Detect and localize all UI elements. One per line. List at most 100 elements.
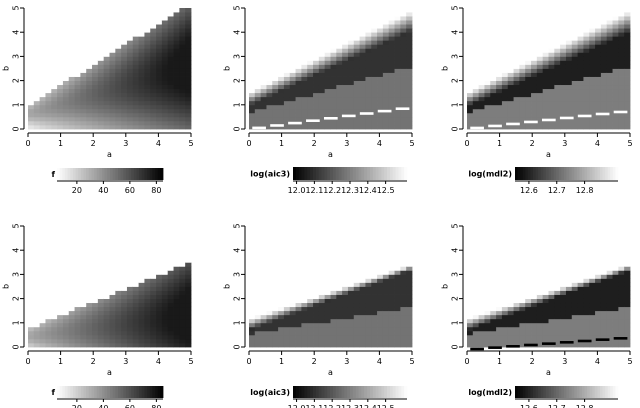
heatmap-cell <box>490 68 497 73</box>
heatmap-cell <box>301 8 308 13</box>
heatmap-cell <box>173 326 180 332</box>
heatmap-cell <box>371 92 378 98</box>
heatmap-cell <box>400 60 407 65</box>
heatmap-cell <box>161 270 169 275</box>
heatmap-cell <box>382 234 390 239</box>
heatmap-cell <box>57 294 64 299</box>
heatmap-cell <box>353 226 361 231</box>
heatmap-cell <box>45 104 52 110</box>
heatmap-cell <box>377 68 384 73</box>
heatmap-cell <box>132 64 140 69</box>
heatmap-cell <box>307 24 314 29</box>
heatmap-cell <box>266 230 273 235</box>
heatmap-cell <box>126 330 134 336</box>
heatmap-cell <box>388 258 395 263</box>
heatmap-cell <box>382 278 390 283</box>
heatmap-cell <box>496 120 503 126</box>
heatmap-cell <box>478 338 485 344</box>
heatmap-cell <box>109 298 116 304</box>
heatmap-cell <box>307 68 314 73</box>
heatmap-cell <box>371 12 378 17</box>
heatmap-cell <box>33 242 41 247</box>
heatmap-cell <box>266 254 273 259</box>
heatmap-cell <box>283 52 291 57</box>
heatmap-cell <box>330 20 337 25</box>
heatmap-cell <box>51 310 58 316</box>
heatmap-cell <box>185 274 192 279</box>
heatmap-cell <box>519 242 526 247</box>
heatmap-cell <box>86 72 93 77</box>
heatmap-cell <box>589 68 596 73</box>
heatmap-cell <box>144 120 151 126</box>
heatmap-cell <box>501 16 509 21</box>
heatmap-cell <box>501 124 509 130</box>
heatmap-cell <box>33 104 41 110</box>
heatmap-cell <box>507 116 514 122</box>
heatmap-cell <box>161 28 169 33</box>
heatmap-cell <box>472 12 480 17</box>
heatmap-cell <box>266 64 273 69</box>
colorbar-tick-label: 12.2 <box>323 404 341 408</box>
heatmap-cell <box>272 326 279 332</box>
heatmap-cell <box>68 278 75 283</box>
colorbar-swatch <box>99 386 103 398</box>
heatmap-cell <box>121 32 128 37</box>
heatmap-cell <box>472 80 480 86</box>
colorbar-tick-label: 12.0 <box>288 186 306 195</box>
heatmap-cell <box>161 274 169 279</box>
heatmap-cell <box>324 314 331 320</box>
heatmap-cell <box>51 258 58 263</box>
heatmap-cell <box>103 286 110 291</box>
heatmap-cell <box>80 318 87 324</box>
heatmap-cell <box>39 88 46 94</box>
heatmap-cell <box>318 302 326 308</box>
heatmap-cell <box>330 294 337 299</box>
heatmap-cell <box>467 60 474 65</box>
heatmap-cell <box>359 96 366 102</box>
heatmap-cell <box>548 100 555 106</box>
heatmap-cell <box>342 266 349 271</box>
heatmap-cell <box>144 294 151 299</box>
heatmap-cell <box>278 40 285 45</box>
heatmap-cell <box>318 32 326 37</box>
heatmap-cell <box>560 56 567 61</box>
heatmap-cell <box>400 270 407 275</box>
heatmap-cell <box>472 104 480 110</box>
heatmap-cell <box>28 226 35 231</box>
heatmap-cell <box>371 8 378 13</box>
colorbar-swatch <box>355 386 359 398</box>
colorbar-swatch <box>338 167 342 180</box>
heatmap-cell <box>347 266 355 271</box>
heatmap-cell <box>109 290 116 295</box>
heatmap-cell <box>513 310 520 316</box>
heatmap-cell <box>606 8 613 13</box>
heatmap-cell <box>33 112 41 118</box>
heatmap-cell <box>353 318 361 324</box>
heatmap-cell <box>179 230 186 235</box>
heatmap-cell <box>74 290 81 295</box>
heatmap-cell <box>554 60 561 65</box>
heatmap-cell <box>359 294 366 299</box>
heatmap-cell <box>595 12 602 17</box>
heatmap-cell <box>318 226 326 231</box>
heatmap-cell <box>92 12 99 17</box>
heatmap-cell <box>86 286 93 291</box>
heatmap-cell <box>359 84 366 90</box>
heatmap-cell <box>115 330 122 336</box>
heatmap-cell <box>472 318 480 324</box>
heatmap-cell <box>132 120 140 126</box>
heatmap-cell <box>249 334 256 340</box>
heatmap-cell <box>347 238 355 243</box>
heatmap-cell <box>156 290 163 295</box>
heatmap-cell <box>365 104 372 110</box>
heatmap-cell <box>542 32 549 37</box>
heatmap-cell <box>301 270 308 275</box>
heatmap-cell <box>484 100 491 106</box>
heatmap-cell <box>490 24 497 29</box>
colorbar-swatch <box>102 386 106 398</box>
heatmap-cell <box>150 88 157 94</box>
heatmap-cell <box>490 36 497 41</box>
heatmap-cell <box>600 48 608 53</box>
heatmap-cell <box>167 254 174 259</box>
